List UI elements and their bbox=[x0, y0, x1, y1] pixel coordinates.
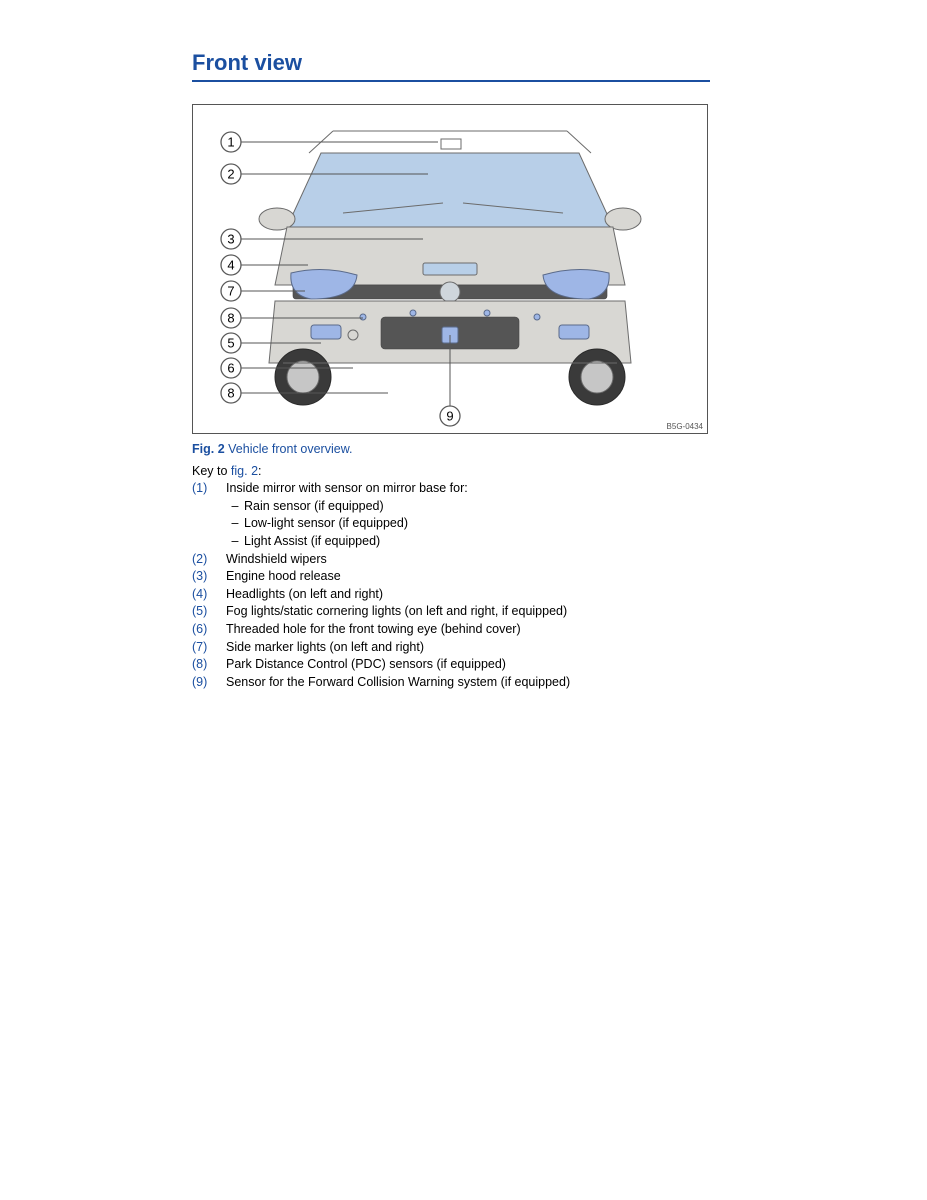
legend-number: (3) bbox=[192, 569, 226, 585]
callout-number: 8 bbox=[227, 311, 234, 326]
callout-number: 4 bbox=[227, 258, 234, 273]
legend-number: (1) bbox=[192, 481, 226, 497]
legend-row: (2)Windshield wipers bbox=[192, 551, 927, 569]
legend-subrow: –Light Assist (if equipped) bbox=[192, 533, 927, 551]
key-intro-suffix: : bbox=[258, 464, 261, 478]
legend-text: Fog lights/static cornering lights (on l… bbox=[226, 604, 927, 620]
dash-icon: – bbox=[226, 534, 244, 550]
document-page: Front view bbox=[0, 0, 927, 1200]
legend-text: Headlights (on left and right) bbox=[226, 587, 927, 603]
callout-number: 7 bbox=[227, 284, 234, 299]
legend-row: (1)Inside mirror with sensor on mirror b… bbox=[192, 480, 927, 498]
legend-text: Windshield wipers bbox=[226, 552, 927, 568]
figure-svg: 1 2 3 4 7 8 5 6 8 9 B5G-0434 bbox=[193, 105, 707, 433]
legend-text: Inside mirror with sensor on mirror base… bbox=[226, 481, 927, 497]
section-heading: Front view bbox=[192, 50, 710, 82]
legend-number: (9) bbox=[192, 675, 226, 691]
key-intro-prefix: Key to bbox=[192, 464, 231, 478]
legend-text: Sensor for the Forward Collision Warning… bbox=[226, 675, 927, 691]
legend-subrow: –Low-light sensor (if equipped) bbox=[192, 515, 927, 533]
legend-number: (6) bbox=[192, 622, 226, 638]
callout-number: 9 bbox=[446, 409, 453, 424]
legend-row: (4)Headlights (on left and right) bbox=[192, 586, 927, 604]
legend-row: (7)Side marker lights (on left and right… bbox=[192, 639, 927, 657]
callout-number: 5 bbox=[227, 336, 234, 351]
figure-caption-text: Vehicle front overview. bbox=[228, 442, 352, 456]
legend-row: (5)Fog lights/static cornering lights (o… bbox=[192, 603, 927, 621]
legend-list: (1)Inside mirror with sensor on mirror b… bbox=[192, 480, 927, 692]
legend-number: (8) bbox=[192, 657, 226, 673]
dash-icon: – bbox=[226, 499, 244, 515]
legend-row: (8)Park Distance Control (PDC) sensors (… bbox=[192, 656, 927, 674]
legend-number: (5) bbox=[192, 604, 226, 620]
callout-number: 3 bbox=[227, 232, 234, 247]
legend-subtext: Rain sensor (if equipped) bbox=[244, 499, 927, 515]
legend-number: (7) bbox=[192, 640, 226, 656]
legend-row: (6)Threaded hole for the front towing ey… bbox=[192, 621, 927, 639]
key-intro-ref: fig. 2 bbox=[231, 464, 258, 478]
legend-subtext: Low-light sensor (if equipped) bbox=[244, 516, 927, 532]
legend-number: (4) bbox=[192, 587, 226, 603]
legend-row: (3)Engine hood release bbox=[192, 568, 927, 586]
figure-vehicle-front: 1 2 3 4 7 8 5 6 8 9 B5G-0434 bbox=[192, 104, 708, 434]
legend-text: Park Distance Control (PDC) sensors (if … bbox=[226, 657, 927, 673]
key-intro: Key to fig. 2: bbox=[192, 464, 927, 478]
figure-number: Fig. 2 bbox=[192, 442, 225, 456]
figure-caption: Fig. 2 Vehicle front overview. bbox=[192, 442, 927, 456]
legend-number: (2) bbox=[192, 552, 226, 568]
legend-subtext: Light Assist (if equipped) bbox=[244, 534, 927, 550]
legend-row: (9)Sensor for the Forward Collision Warn… bbox=[192, 674, 927, 692]
callout-number: 8 bbox=[227, 386, 234, 401]
figure-ref-code: B5G-0434 bbox=[667, 422, 704, 431]
legend-text: Threaded hole for the front towing eye (… bbox=[226, 622, 927, 638]
legend-text: Engine hood release bbox=[226, 569, 927, 585]
legend-text: Side marker lights (on left and right) bbox=[226, 640, 927, 656]
legend-subrow: –Rain sensor (if equipped) bbox=[192, 498, 927, 516]
callout-number: 2 bbox=[227, 167, 234, 182]
callout-number: 6 bbox=[227, 361, 234, 376]
dash-icon: – bbox=[226, 516, 244, 532]
callout-number: 1 bbox=[227, 135, 234, 150]
